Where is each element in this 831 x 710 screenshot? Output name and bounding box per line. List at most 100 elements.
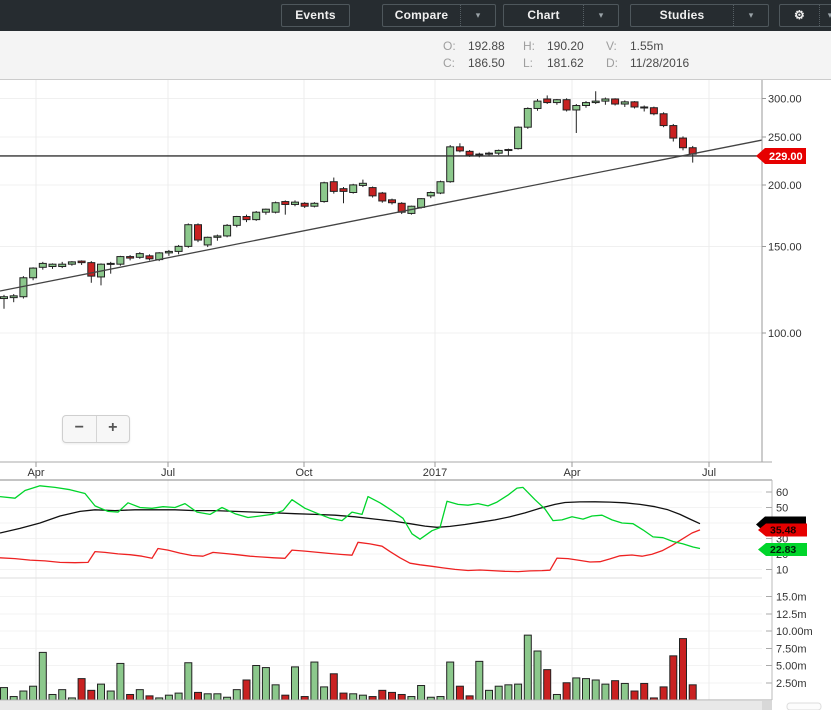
candle (397, 202, 406, 213)
date-value: 11/28/2016 (630, 56, 690, 70)
volume-bar (494, 685, 503, 701)
indicator-tag-label: 35.48 (770, 524, 796, 536)
volume-bar (378, 689, 387, 701)
candle (339, 188, 348, 192)
volume-bar (562, 682, 571, 701)
candle (533, 100, 542, 109)
volume-bar (184, 662, 193, 701)
candle (611, 98, 620, 105)
volume-bar (281, 694, 290, 701)
volume-bar (135, 689, 144, 701)
indicator-tick-label: 50 (776, 502, 788, 514)
candle (562, 99, 571, 111)
indicator-lines (0, 485, 701, 573)
zoom-in-button[interactable]: + (108, 419, 118, 436)
candle (659, 113, 668, 127)
volume-tick-label: 2.50m (776, 678, 807, 690)
volume-bar (446, 661, 455, 701)
volume-bar (523, 634, 532, 701)
volume-bar (688, 684, 697, 701)
volume-bar (164, 694, 173, 701)
high-label: H: (523, 39, 535, 53)
volume-bar (320, 686, 329, 701)
volume-bar (417, 685, 426, 701)
candle (572, 105, 581, 111)
indicator-tag-label: 22.83 (770, 544, 796, 556)
candle (475, 153, 484, 156)
volume-label: V: (606, 39, 617, 53)
time-tick-label: Apr (27, 467, 44, 479)
chart-button[interactable]: Chart ▾ (503, 4, 619, 27)
time-tick-label: 2017 (423, 467, 447, 479)
volume-bar (465, 695, 474, 701)
compare-button-label: Compare (394, 8, 449, 22)
compare-dropdown-caret-icon[interactable]: ▾ (460, 5, 495, 26)
chart-dropdown-caret-icon[interactable]: ▾ (583, 5, 618, 26)
candle (417, 198, 426, 208)
candle (543, 98, 552, 104)
axis-tag (758, 543, 807, 557)
volume-bar (232, 689, 241, 701)
compare-button[interactable]: Compare ▾ (382, 4, 496, 27)
indicator-line-adx (0, 501, 701, 534)
time-tick-label: Oct (295, 467, 312, 479)
volume-bar (552, 693, 561, 701)
candle (0, 296, 8, 300)
price-tick-label: 100.00 (768, 328, 802, 340)
volume-bar (475, 660, 484, 701)
candles (0, 91, 697, 309)
low-label: L: (523, 56, 534, 70)
axis-tag (756, 147, 806, 164)
volume-bar (58, 689, 67, 701)
trendline (0, 139, 763, 292)
volume-bar (679, 638, 687, 701)
volume-bar (397, 693, 406, 701)
volume-bar (630, 690, 639, 701)
volume-bar (659, 686, 668, 701)
indicator-tick-label: 10 (776, 564, 788, 576)
candle (679, 137, 687, 149)
candle (300, 202, 309, 207)
candle (349, 184, 358, 194)
volume-tick-label: 7.50m (776, 643, 807, 655)
candle (320, 182, 329, 203)
last-price-tag-label: 229.00 (769, 151, 803, 163)
close-label: C: (443, 56, 455, 70)
volume-bar (38, 651, 47, 701)
volume-bar (97, 683, 105, 701)
candle (669, 125, 678, 139)
volume-bar (582, 678, 590, 701)
candle (116, 256, 125, 265)
candle (552, 99, 561, 104)
studies-button[interactable]: Studies ▾ (630, 4, 769, 27)
candle (213, 235, 222, 238)
high-value: 190.20 (547, 39, 584, 53)
zoom-out-button[interactable]: − (63, 416, 97, 442)
candle (582, 102, 590, 107)
volume-bar (358, 694, 367, 701)
axes: 300.00 250.00 200.00 150.00 100.00 Apr Jul Oct 2… (0, 80, 813, 701)
main-chart-svg[interactable]: 300.00 250.00 200.00 150.00 100.00 Apr Jul Oct 2… (0, 80, 831, 710)
candle (630, 101, 639, 108)
candle (378, 192, 387, 202)
chart-button-label: Chart (527, 8, 560, 22)
time-tick-label: Jul (161, 467, 175, 479)
volume-bar (203, 693, 212, 701)
volume-bar (291, 666, 299, 701)
events-button[interactable]: Events (281, 4, 350, 27)
open-value: 192.88 (468, 39, 505, 53)
candle (281, 201, 290, 205)
volume-bar (242, 679, 251, 701)
candle (388, 199, 396, 204)
candle (223, 224, 232, 237)
candle (87, 262, 96, 277)
settings-dropdown-caret-icon[interactable]: ▾ (819, 5, 831, 26)
price-tick-label: 250.00 (768, 132, 802, 144)
time-tick-label: Jul (702, 467, 716, 479)
settings-button[interactable]: ⚙ ▾ (779, 4, 831, 27)
candle (232, 215, 241, 226)
studies-dropdown-caret-icon[interactable]: ▾ (733, 5, 768, 26)
gear-icon[interactable]: ⚙ (794, 8, 805, 22)
volume-bar (271, 684, 280, 701)
volume-bar (0, 687, 8, 701)
